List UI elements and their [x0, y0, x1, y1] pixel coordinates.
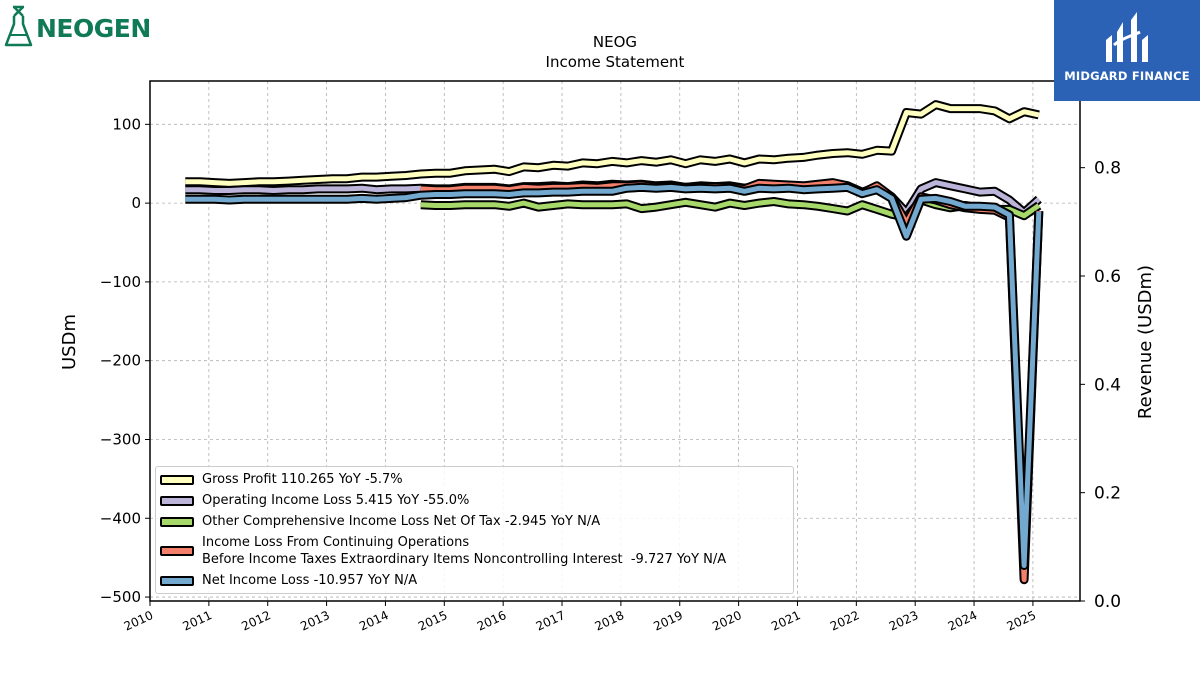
y-tick-label: −200: [100, 352, 141, 370]
chart-subtitle: Income Statement: [546, 53, 685, 71]
x-tick-label: 2017: [534, 608, 568, 634]
legend-swatch: [160, 495, 194, 506]
y-tick-label: −400: [100, 509, 141, 527]
series-line: [185, 184, 1042, 568]
x-tick-label: 2025: [1005, 608, 1039, 634]
x-tick-label: 2013: [298, 608, 332, 634]
legend-label: Other Comprehensive Income Loss Net Of T…: [202, 514, 601, 529]
legend-item-other-comprehensive: Other Comprehensive Income Loss Net Of T…: [160, 513, 600, 530]
midgard-finance-wordmark: MIDGARD FINANCE: [1064, 69, 1190, 83]
series-lines: [185, 100, 1044, 585]
y-right-tick-label: 0.8: [1094, 159, 1121, 179]
series-4: [185, 182, 1044, 570]
y-tick-label: 0: [131, 194, 141, 212]
legend-label: Net Income Loss -10.957 YoY N/A: [202, 573, 418, 588]
y-right-tick-label: 0.2: [1094, 484, 1121, 504]
y-axis-right-label: Revenue (USDm): [1135, 265, 1156, 419]
legend-swatch: [160, 474, 194, 485]
x-tick-label: 2014: [357, 608, 391, 634]
x-tick-label: 2012: [239, 608, 273, 634]
y-right-tick-label: 0.6: [1094, 267, 1121, 287]
legend-label: Gross Profit 110.265 YoY -5.7%: [202, 472, 403, 487]
x-tick-label: 2011: [181, 608, 215, 634]
y-tick-label: 100: [112, 115, 141, 133]
y-right-tick-label: 0.0: [1094, 592, 1121, 612]
neogen-logo: NEOGEN ®: [4, 4, 154, 52]
y-tick-label: −100: [100, 273, 141, 291]
legend-item-net-income: Net Income Loss -10.957 YoY N/A: [160, 572, 417, 589]
legend: Gross Profit 110.265 YoY -5.7% Operating…: [155, 466, 794, 594]
y-tick-label: −500: [100, 588, 141, 606]
x-tick-label: 2020: [710, 608, 744, 634]
x-tick-label: 2018: [593, 608, 627, 634]
x-tick-label: 2022: [828, 608, 862, 634]
y-right-tick-label: 0.4: [1094, 375, 1121, 395]
neogen-registered-mark: ®: [143, 18, 150, 26]
legend-swatch: [160, 575, 194, 586]
series-0: [185, 100, 1040, 188]
y-tick-label: −300: [100, 430, 141, 448]
y-axis-label: USDm: [59, 314, 80, 370]
legend-item-pretax-income: Income Loss From Continuing Operations B…: [160, 534, 726, 568]
legend-label: Income Loss From Continuing Operations B…: [202, 535, 727, 567]
neogen-flask-icon: [4, 5, 33, 47]
x-tick-label: 2015: [416, 608, 450, 634]
x-tick-label: 2010: [122, 608, 156, 634]
axes-frame: [149, 80, 1081, 602]
plot-frame: [149, 80, 1081, 602]
x-tick-label: 2016: [475, 608, 509, 634]
grid: [149, 81, 1080, 601]
midgard-emblem-icon: [1106, 12, 1148, 62]
x-tick-label: 2019: [651, 608, 685, 634]
legend-item-gross-profit: Gross Profit 110.265 YoY -5.7%: [160, 471, 403, 488]
legend-swatch: [160, 546, 194, 556]
x-tick-label: 2024: [946, 608, 980, 634]
neogen-wordmark: NEOGEN: [36, 14, 151, 43]
legend-item-operating-income: Operating Income Loss 5.415 YoY -55.0%: [160, 492, 469, 509]
series-line: [185, 102, 1040, 186]
x-tick-label: 2021: [769, 608, 803, 634]
chart-title: NEOG: [593, 33, 637, 51]
x-tick-label: 2023: [887, 608, 921, 634]
midgard-finance-logo: MIDGARD FINANCE: [1054, 0, 1200, 101]
legend-label: Operating Income Loss 5.415 YoY -55.0%: [202, 493, 470, 508]
legend-swatch: [160, 516, 194, 527]
series-outline: [185, 100, 1040, 188]
